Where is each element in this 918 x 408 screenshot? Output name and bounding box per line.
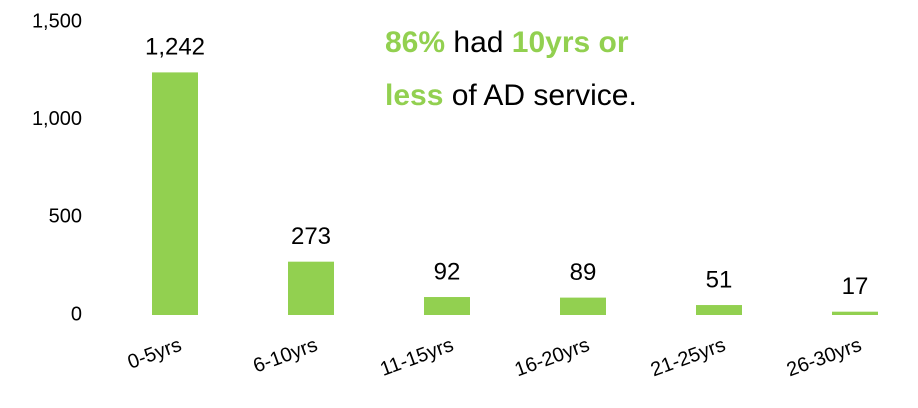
y-tick-label: 0 <box>71 303 82 325</box>
y-tick-label: 1,000 <box>32 108 82 130</box>
x-tick-label: 16-20yrs <box>512 334 593 381</box>
bar <box>560 297 606 315</box>
bar <box>152 72 198 316</box>
x-tick-label: 0-5yrs <box>125 334 185 374</box>
bar <box>832 311 878 315</box>
annotation-part: had <box>445 26 512 59</box>
annotation: less of AD service. <box>385 79 637 112</box>
x-tick-label: 26-30yrs <box>784 334 865 381</box>
bar <box>288 261 334 315</box>
value-label: 17 <box>842 273 869 300</box>
x-tick-label: 21-25yrs <box>648 334 729 381</box>
x-tick-label: 6-10yrs <box>250 334 320 377</box>
y-tick-label: 500 <box>49 206 82 228</box>
x-tick-label: 11-15yrs <box>377 334 456 381</box>
annotation: 86% had 10yrs or <box>385 26 629 59</box>
annotation-part: 86% <box>385 26 445 59</box>
annotation-part: less <box>385 79 443 112</box>
bar <box>696 305 742 315</box>
value-label: 273 <box>291 223 331 250</box>
value-label: 89 <box>570 259 597 286</box>
value-label: 51 <box>706 266 733 293</box>
annotation-part: 10yrs or <box>512 26 629 59</box>
value-label: 92 <box>434 258 461 285</box>
bar <box>424 297 470 315</box>
value-label: 1,242 <box>145 34 205 61</box>
y-tick-label: 1,500 <box>32 10 82 32</box>
annotation-part: of AD service. <box>443 79 636 112</box>
